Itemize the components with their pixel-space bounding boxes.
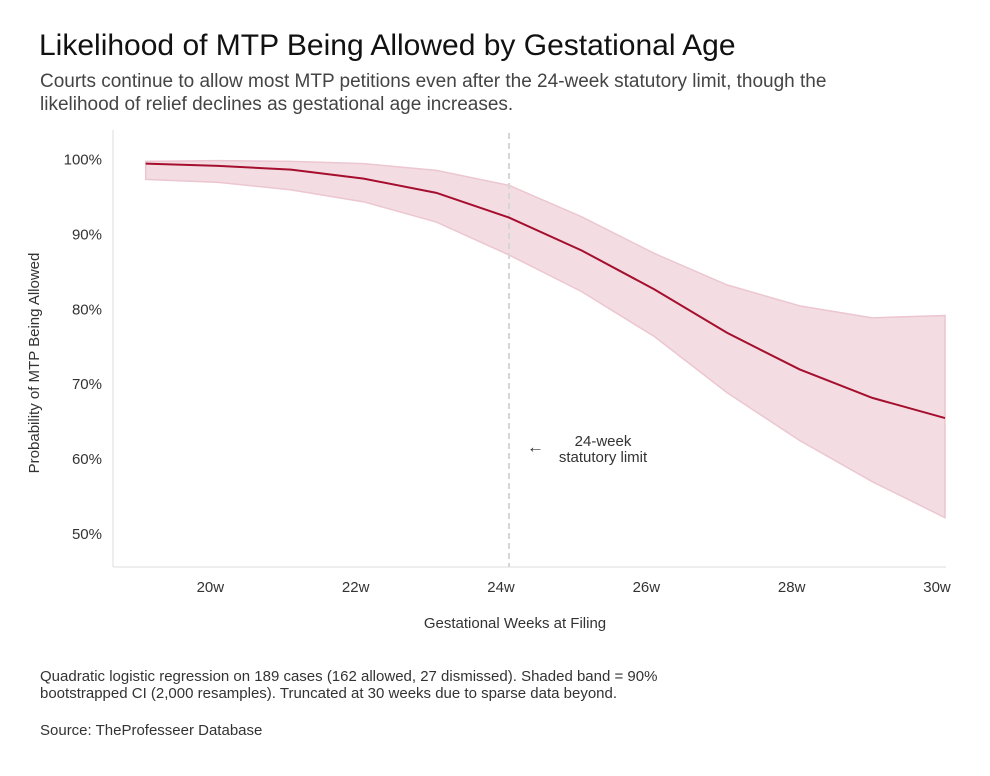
y-tick-label: 100% bbox=[64, 152, 102, 169]
y-tick-label: 90% bbox=[72, 226, 102, 243]
trend-line bbox=[145, 162, 946, 420]
x-tick-label: 22w bbox=[342, 579, 370, 596]
x-tick-label: 30w bbox=[923, 579, 951, 596]
confidence-band bbox=[144, 159, 946, 519]
annotation: statutory limit bbox=[559, 449, 648, 466]
x-tick-label: 24w bbox=[487, 579, 515, 596]
chart-subtitle: likelihood of relief declines as gestati… bbox=[40, 94, 513, 115]
x-tick-label: 28w bbox=[778, 579, 806, 596]
footnote: bootstrapped CI (2,000 resamples). Trunc… bbox=[40, 685, 617, 702]
y-tick-label: 50% bbox=[72, 526, 102, 543]
y-tick-label: 60% bbox=[72, 451, 102, 468]
chart-title: Likelihood of MTP Being Allowed by Gesta… bbox=[39, 29, 736, 62]
annotation: 24-week bbox=[575, 433, 632, 450]
footnote: Quadratic logistic regression on 189 cas… bbox=[40, 668, 657, 685]
y-axis-label: Probability of MTP Being Allowed bbox=[26, 253, 43, 474]
x-tick-label: 20w bbox=[197, 579, 225, 596]
source: Source: TheProfesseer Database bbox=[40, 722, 262, 739]
chart-subtitle: Courts continue to allow most MTP petiti… bbox=[40, 71, 826, 92]
y-tick-label: 80% bbox=[72, 301, 102, 318]
x-tick-label: 26w bbox=[633, 579, 661, 596]
y-tick-label: 70% bbox=[72, 376, 102, 393]
annotation-arrow: ← bbox=[527, 437, 544, 456]
x-axis-label: Gestational Weeks at Filing bbox=[424, 615, 606, 632]
